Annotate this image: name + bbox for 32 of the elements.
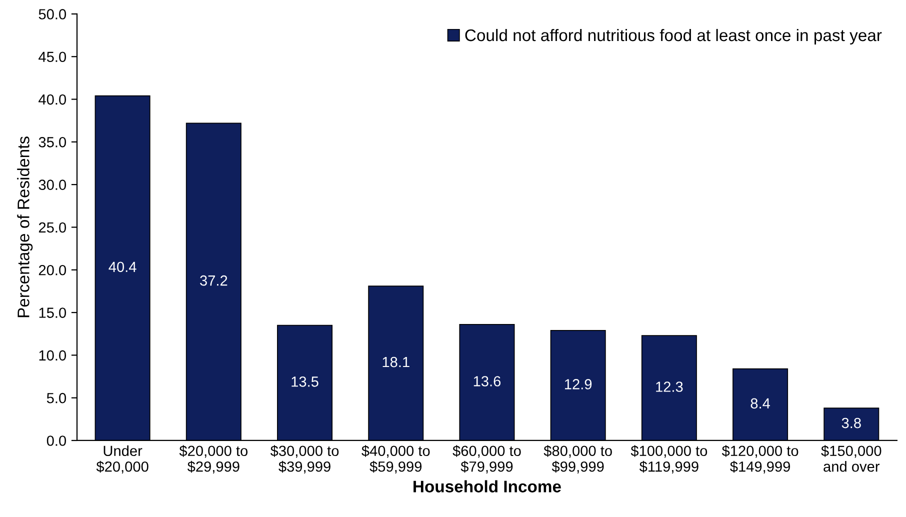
y-tick-label: 0.0 [46, 436, 66, 446]
x-tick-label: $40,000 to $59,999 [362, 445, 430, 474]
y-tick-label: 50.0 [38, 9, 66, 20]
x-tick-label: $150,000 and over [821, 445, 882, 472]
x-tick-label: $80,000 to $99,999 [544, 445, 612, 474]
x-tick-label: $30,000 to $39,999 [270, 445, 339, 474]
y-tick-label: 20.0 [38, 264, 66, 276]
x-tick-label: $100,000 to $119,999 [630, 445, 708, 474]
x-tick-label: $60,000 to $79,999 [452, 445, 521, 474]
y-axis-title: Percentage of Residents [17, 136, 33, 318]
data-label: 13.6 [474, 376, 501, 386]
y-tick-label: 10.0 [39, 350, 66, 361]
y-tick-label: 40.0 [38, 94, 66, 105]
data-label: 12.3 [656, 382, 683, 392]
data-label: 8.4 [750, 398, 770, 409]
x-axis-title: Household Income [414, 480, 561, 492]
x-tick-label: $20,000 to $29,999 [179, 445, 248, 474]
y-tick-label: 45.0 [38, 52, 66, 62]
legend-label: Could not afford nutritious food at least once in past year [465, 28, 882, 44]
x-tick-label: $120,000 to $149,999 [722, 445, 798, 474]
y-tick-label: 25.0 [38, 222, 66, 233]
data-label: 12.9 [565, 379, 592, 390]
y-tick-label: 35.0 [38, 137, 66, 148]
y-tick-label: 15.0 [39, 308, 66, 318]
data-label: 18.1 [382, 356, 410, 368]
data-label: 3.8 [842, 418, 861, 428]
data-label: 13.5 [292, 376, 318, 387]
data-label: 40.4 [108, 262, 136, 272]
y-tick-label: 5.0 [46, 392, 66, 404]
x-tick-label: Under $20,000 [96, 445, 148, 474]
data-label: 37.2 [200, 275, 228, 286]
y-tick-label: 30.0 [38, 180, 66, 190]
